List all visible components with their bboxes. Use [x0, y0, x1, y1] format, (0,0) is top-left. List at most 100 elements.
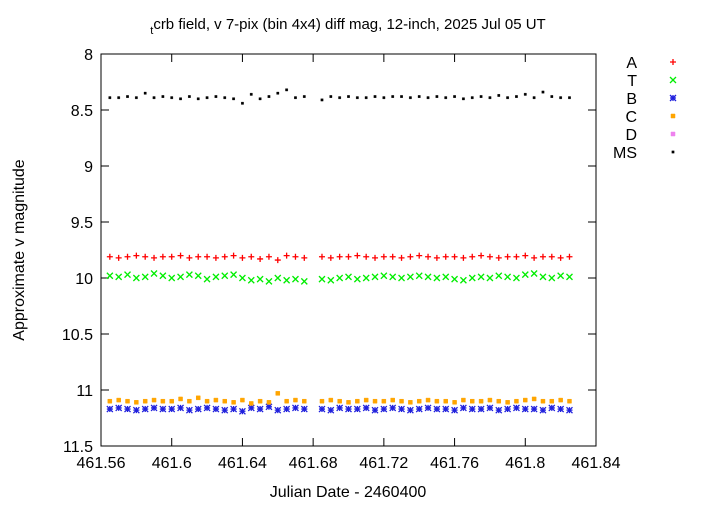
data-point	[117, 96, 121, 100]
plot-frame	[100, 53, 597, 447]
data-point	[230, 271, 238, 279]
data-point	[177, 252, 184, 259]
data-point	[373, 95, 377, 98]
data-point	[106, 253, 113, 260]
data-point	[265, 253, 272, 260]
data-point	[336, 274, 344, 282]
x-tick-label: 461.6	[152, 455, 192, 472]
data-point	[512, 404, 520, 412]
data-point	[213, 397, 219, 403]
data-point	[371, 273, 379, 281]
data-point	[221, 253, 228, 260]
data-point	[301, 254, 308, 261]
data-point	[460, 254, 467, 261]
data-point	[267, 95, 271, 98]
data-point	[204, 398, 210, 404]
data-point	[126, 95, 129, 98]
data-point	[318, 275, 326, 283]
data-point	[159, 272, 167, 280]
data-point	[274, 274, 282, 282]
data-point	[389, 253, 396, 260]
data-point	[284, 398, 289, 404]
data-point	[329, 95, 333, 98]
data-point	[558, 397, 563, 403]
data-point	[318, 253, 325, 260]
data-point	[106, 272, 114, 280]
data-point	[488, 96, 492, 100]
data-point	[478, 398, 484, 404]
data-point	[530, 270, 538, 277]
data-point	[425, 397, 431, 403]
data-point	[124, 405, 131, 413]
data-point	[425, 253, 432, 260]
legend-label: D	[625, 127, 637, 144]
data-point	[443, 398, 448, 404]
data-point	[115, 254, 122, 261]
data-point	[486, 404, 494, 412]
x-tick-label: 461.68	[289, 455, 338, 472]
data-point	[353, 275, 361, 283]
data-point	[247, 404, 255, 412]
data-point	[470, 398, 475, 404]
data-point	[523, 397, 528, 403]
data-point	[433, 274, 441, 282]
data-point	[486, 253, 493, 260]
data-point	[185, 271, 193, 279]
data-point	[497, 94, 501, 97]
data-point	[505, 400, 510, 405]
data-point	[285, 88, 288, 92]
data-point	[188, 95, 191, 98]
data-point	[142, 398, 148, 404]
data-point	[416, 398, 422, 404]
data-point	[444, 96, 448, 100]
data-point	[557, 254, 564, 261]
data-point	[398, 405, 405, 413]
data-point	[292, 404, 299, 412]
data-point	[433, 254, 440, 261]
data-point	[275, 391, 281, 396]
data-point	[407, 253, 414, 260]
data-point	[223, 96, 227, 100]
data-point	[416, 252, 423, 259]
data-point	[504, 273, 512, 281]
data-point	[389, 273, 397, 281]
data-point	[141, 273, 149, 281]
data-point	[292, 253, 299, 260]
data-point	[241, 101, 244, 105]
data-point	[238, 274, 246, 282]
data-point	[487, 397, 493, 403]
data-point	[568, 96, 571, 100]
data-point	[539, 406, 547, 414]
data-point	[265, 277, 273, 285]
data-point	[151, 397, 157, 403]
data-point	[195, 395, 201, 401]
data-point	[187, 398, 192, 404]
data-point	[196, 97, 200, 101]
data-point	[495, 406, 503, 414]
data-point	[320, 98, 324, 102]
data-point	[514, 398, 519, 404]
data-point	[566, 406, 573, 414]
legend-marker	[669, 76, 677, 84]
data-point	[442, 273, 450, 281]
legend-marker	[669, 94, 677, 102]
data-point	[152, 96, 156, 100]
data-point	[539, 273, 547, 281]
data-point	[249, 401, 254, 406]
data-point	[364, 96, 368, 100]
data-point	[161, 95, 165, 98]
data-point	[107, 398, 113, 404]
data-point	[159, 405, 167, 413]
data-point	[169, 398, 174, 404]
data-point	[362, 404, 370, 412]
data-point	[461, 397, 466, 403]
data-point	[363, 253, 370, 260]
title-subscript: t	[150, 25, 153, 37]
data-point	[521, 405, 529, 413]
data-point	[566, 273, 573, 281]
data-point	[406, 273, 414, 281]
data-point	[523, 92, 527, 96]
data-point	[274, 257, 281, 264]
data-point	[168, 405, 176, 413]
